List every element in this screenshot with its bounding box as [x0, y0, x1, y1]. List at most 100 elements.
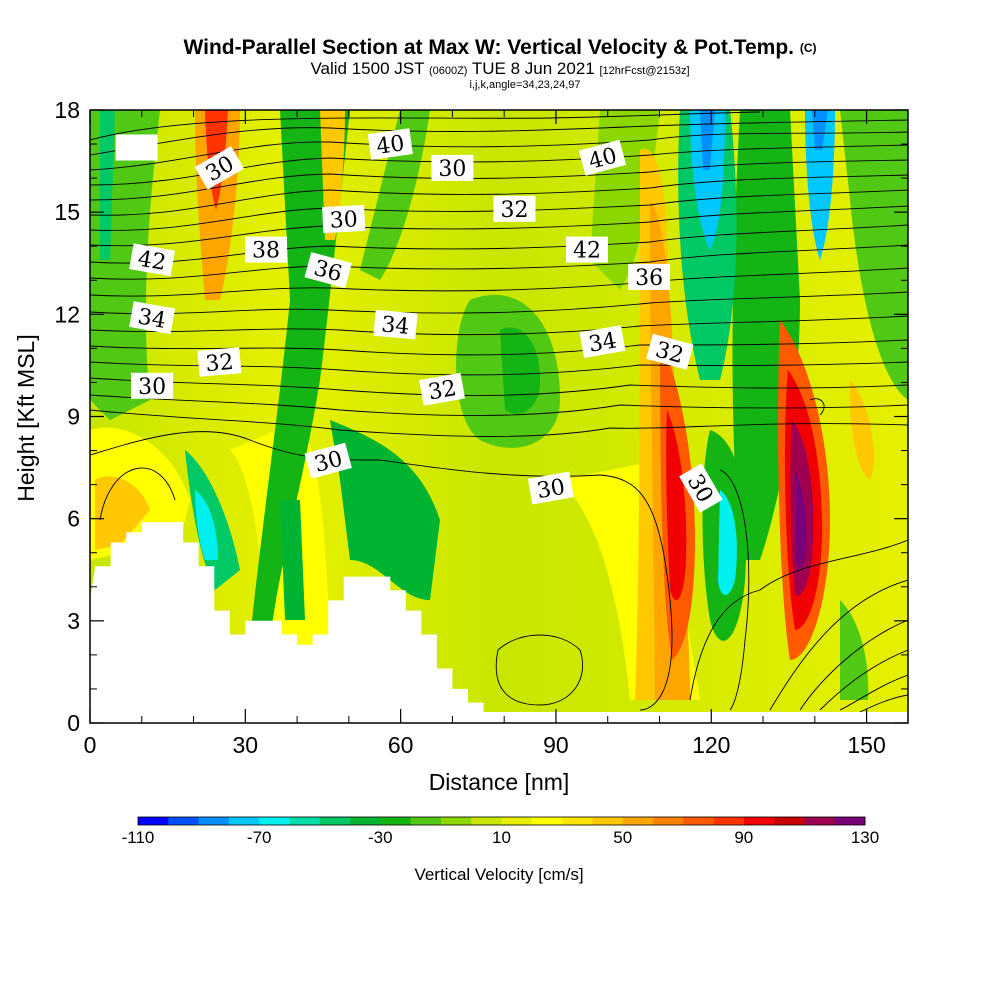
updraft-core [795, 470, 807, 569]
theta-contour [90, 377, 908, 396]
theta-contour [495, 634, 584, 706]
theta-label: 34 [579, 325, 626, 359]
theta-label-text: 30 [138, 375, 166, 400]
colorbar-tick-label: 90 [734, 828, 753, 847]
terrain-mask [90, 522, 505, 723]
x-tick-label: 150 [847, 732, 885, 758]
theta-contour [799, 619, 908, 711]
valid-time: Valid 1500 JST (0600Z) TUE 8 Jun 2021 [1… [0, 60, 1000, 80]
theta-label: 32 [493, 195, 536, 223]
theta-contour [90, 409, 908, 437]
colorbar-swatch [562, 817, 593, 825]
valid-prefix: Valid 1500 JST [310, 59, 425, 78]
updraft-band [849, 380, 874, 480]
theta-label-text: 42 [573, 239, 601, 264]
theta-label-bg [527, 471, 574, 505]
colorbar-swatch [380, 817, 412, 825]
downdraft-band [280, 500, 305, 620]
theta-label-bg [197, 347, 242, 377]
colorbar-swatch [289, 817, 321, 825]
colorbar-swatch [350, 817, 381, 825]
downdraft-band [500, 327, 540, 414]
theta-label-bg [131, 372, 174, 399]
colorbar-tick-label: -30 [368, 828, 393, 847]
theta-label-bg [129, 243, 176, 277]
theta-label-text: 32 [204, 350, 234, 377]
x-tick-label: 60 [388, 732, 414, 758]
downdraft-core [812, 110, 828, 150]
theta-label-bg [304, 252, 352, 289]
colorbar-tick-label: 130 [851, 828, 879, 847]
theta-contour [90, 394, 908, 416]
y-tick-label: 6 [67, 506, 80, 532]
theta-label: 32 [419, 372, 466, 406]
colorbar-swatch [440, 817, 472, 825]
y-tick-label: 9 [67, 404, 80, 430]
theta-label: 36 [304, 252, 352, 289]
colorbar-swatch [774, 817, 805, 825]
theta-contour [90, 205, 908, 247]
colorbar-tick-label: -70 [247, 828, 272, 847]
theta-label: 38 [245, 236, 287, 264]
theta-label: 36 [628, 263, 671, 291]
theta-contour [90, 315, 908, 336]
field-bottom-mask [90, 712, 908, 723]
theta-label-bg [493, 195, 536, 222]
theta-label: 34 [373, 309, 418, 340]
theta-contour [90, 111, 761, 141]
colorbar-swatch [592, 817, 624, 825]
theta-contour [99, 467, 176, 521]
theta-label-text: 30 [329, 207, 358, 233]
updraft-moderate-region [95, 476, 150, 550]
colorbar-swatch [683, 817, 715, 825]
theta-label-text: 30 [438, 157, 466, 182]
theta-label-text: 34 [587, 328, 619, 357]
y-axis-title: Height [Kft MSL] [13, 334, 39, 501]
theta-contour [90, 119, 908, 156]
y-tick-label: 18 [54, 97, 80, 123]
x-tick-label: 90 [543, 732, 569, 758]
colorbar-swatch [804, 817, 836, 825]
theta-label-text: 34 [380, 312, 410, 339]
theta-label: 40 [367, 128, 413, 160]
theta-label-bg [322, 204, 366, 234]
theta-label-bg [431, 154, 474, 181]
forecast-info: [12hrFcst@2153z] [599, 65, 690, 77]
colorbar-swatch [834, 817, 866, 825]
colorbar-frame [137, 816, 866, 826]
theta-label-bg [579, 325, 626, 359]
title-block: Wind-Parallel Section at Max W: Vertical… [0, 36, 1000, 91]
copyright-mark: (C) [799, 41, 817, 55]
theta-label: 42 [566, 236, 608, 264]
theta-contour [90, 267, 908, 297]
theta-label-text: 38 [252, 239, 280, 264]
valid-date: TUE 8 Jun 2021 [471, 59, 595, 78]
theta-label-bg [566, 236, 608, 263]
colorbar-swatch [319, 817, 351, 825]
y-tick-label: 15 [54, 199, 80, 225]
theta-label-bg [367, 128, 413, 160]
theta-label-bg [679, 463, 723, 513]
theta-label-bg [578, 139, 627, 176]
colorbar-tick-label: 10 [492, 828, 511, 847]
theta-label: 30 [431, 154, 474, 182]
theta-label: 30 [322, 204, 366, 234]
theta-label-text: 30 [535, 475, 567, 504]
theta-label-text: 40 [375, 131, 406, 160]
theta-contour [90, 244, 908, 280]
colorbar: -110 -70 -30 10 50 90 130 [122, 816, 879, 847]
theta-label-bg [304, 442, 352, 479]
theta-label: 30 [304, 442, 352, 479]
colorbar-swatch [138, 817, 169, 825]
theta-label-text: 32 [501, 198, 529, 223]
y-tick-label: 0 [67, 710, 80, 736]
x-tick-label: 30 [233, 732, 259, 758]
theta-label-bg [373, 309, 418, 340]
theta-contour [689, 539, 908, 701]
theta-contour [859, 694, 908, 713]
theta-contour [839, 674, 908, 711]
theta-contour [90, 291, 908, 315]
chart-title: Wind-Parallel Section at Max W: Vertical… [0, 36, 1000, 60]
theta-label: 42 [129, 243, 176, 277]
